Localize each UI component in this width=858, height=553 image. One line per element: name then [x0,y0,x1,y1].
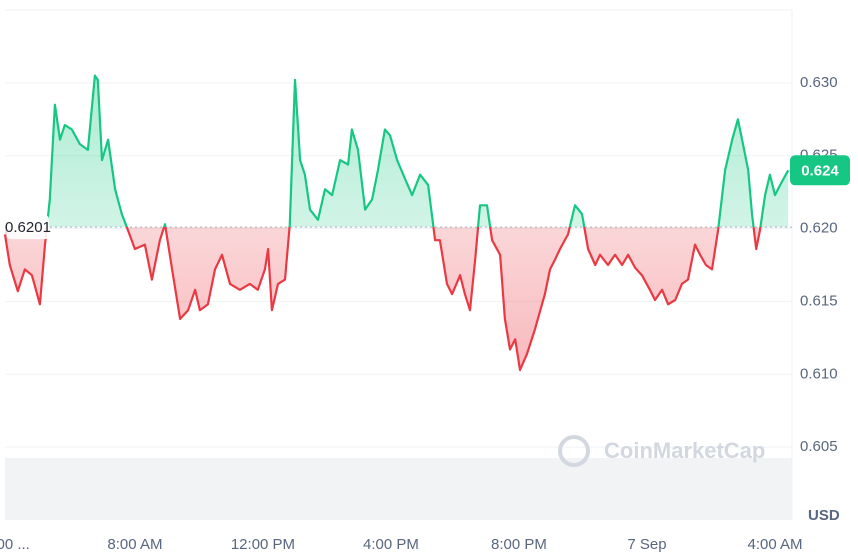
volume-area [5,458,792,520]
reference-label: 0.6201 [5,219,51,236]
watermark-logo [558,435,590,467]
y-unit: USD [808,507,840,524]
x-tick-label: 4:00 AM [748,536,803,553]
x-tick-label: 4:00 ... [0,536,30,553]
y-tick-label: 0.605 [800,438,838,455]
current-badge [790,155,850,186]
x-tick-label: 7 Sep [627,536,666,553]
reference-badge [7,215,49,240]
x-tick-label: 4:00 PM [363,536,419,553]
watermark-text: CoinMarketCap [604,438,765,463]
price-line [3,74,790,371]
y-tick-label: 0.610 [800,365,838,382]
x-tick-label: 12:00 PM [231,536,295,553]
area-up [5,75,789,228]
current-label: 0.624 [801,162,839,179]
x-tick-label: 8:00 PM [491,536,547,553]
watermark: CoinMarketCap [558,435,765,467]
area-down [5,227,761,370]
x-tick-label: 8:00 AM [107,536,162,553]
y-tick-label: 0.620 [800,220,838,237]
y-tick-label: 0.615 [800,292,838,309]
y-tick-label: 0.630 [800,74,838,91]
